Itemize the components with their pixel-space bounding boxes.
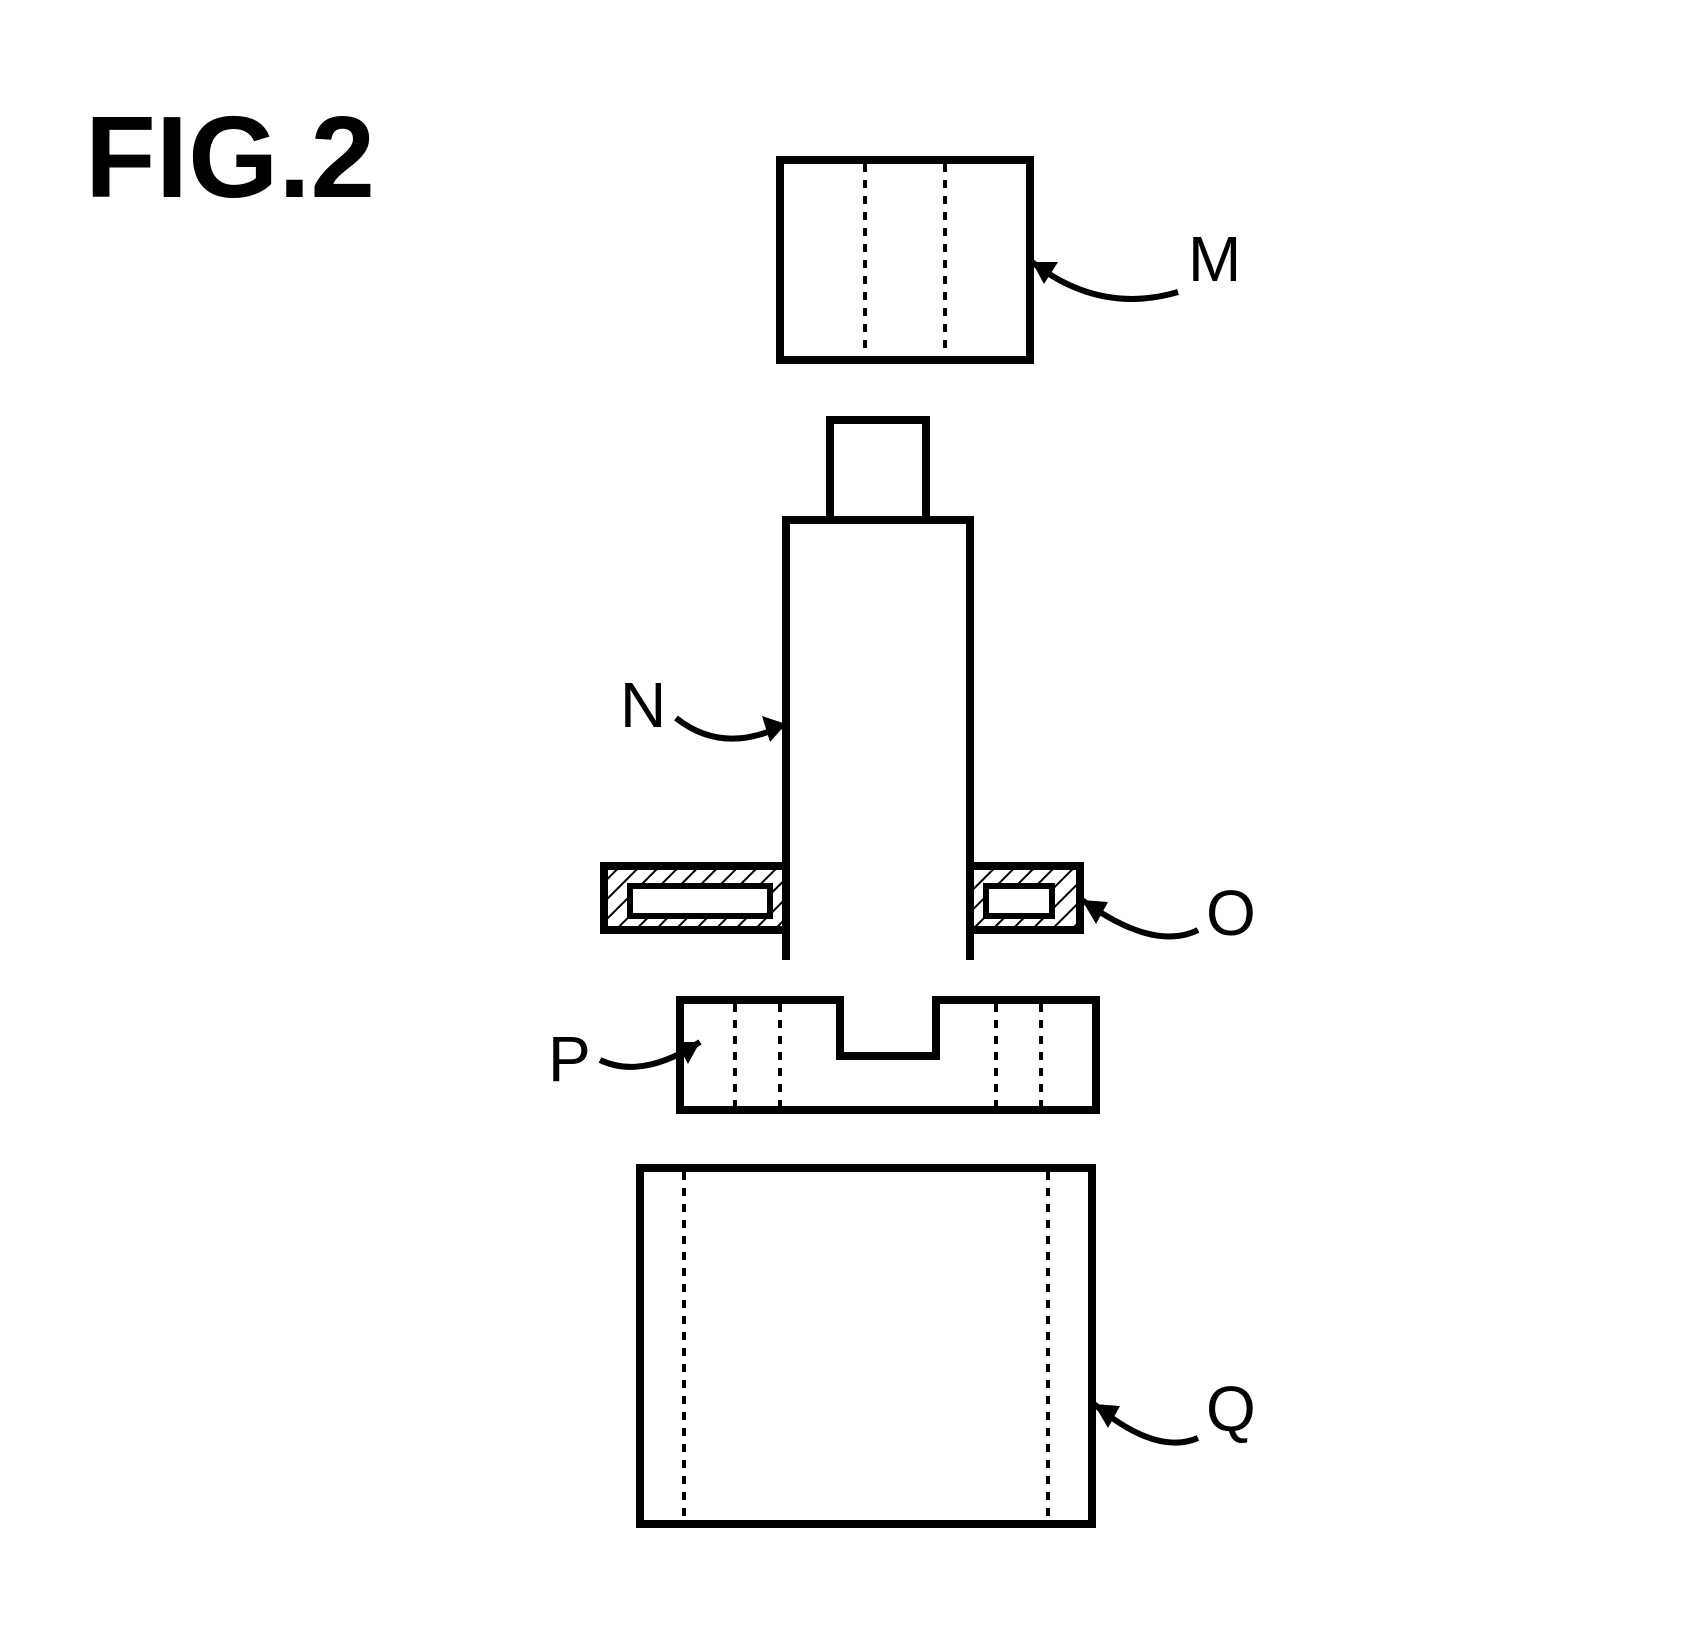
label-n: N (620, 668, 666, 742)
label-q: Q (1206, 1372, 1256, 1446)
label-m: M (1188, 222, 1241, 296)
label-p: P (548, 1022, 591, 1096)
label-o: O (1206, 876, 1256, 950)
diagram-svg (0, 0, 1681, 1641)
part-q (640, 1168, 1092, 1524)
figure-title: FIG.2 (85, 90, 375, 224)
part-n (786, 420, 970, 960)
part-m (780, 160, 1030, 360)
part-p (680, 1000, 1096, 1110)
figure-2-stage: FIG.2 M N O P Q (0, 0, 1681, 1641)
